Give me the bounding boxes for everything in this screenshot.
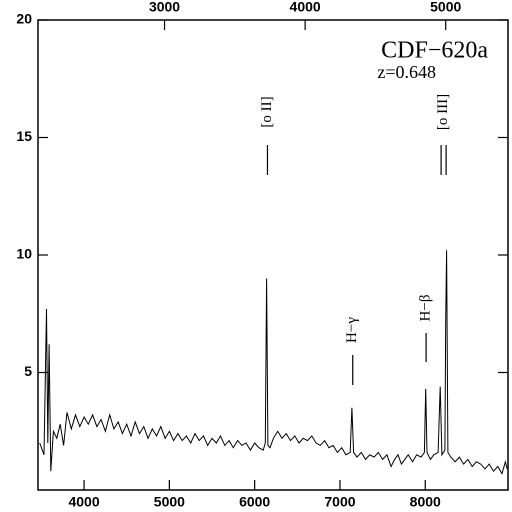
y-tick-label: 10 [16,246,32,262]
line-label: [o II] [259,96,275,127]
y-tick-label: 15 [16,128,32,144]
y-tick-label: 5 [24,363,32,379]
x2-tick-label: 3000 [149,0,180,15]
y-tick-label: 20 [16,11,32,27]
line-label: H−γ [344,317,360,343]
x-tick-label: 5000 [154,494,185,510]
x-tick-label: 8000 [410,494,441,510]
line-label: H−β [418,295,434,322]
object-name: CDF−620a [381,38,488,64]
x-tick-label: 7000 [324,494,355,510]
x-tick-label: 4000 [68,494,99,510]
x2-tick-label: 5000 [430,0,461,15]
spectrum-line [39,250,508,475]
line-label: [o III] [435,94,451,130]
redshift: z=0.648 [377,62,436,82]
x-tick-label: 6000 [239,494,270,510]
x2-tick-label: 4000 [290,0,321,15]
